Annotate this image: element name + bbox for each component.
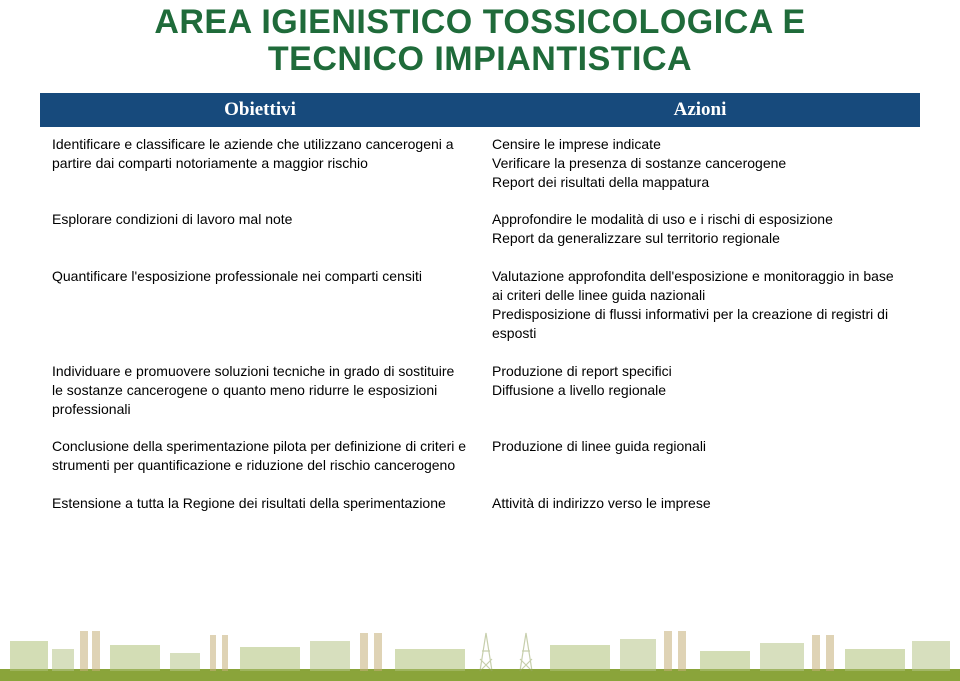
table-row: Individuare e promuovere soluzioni tecni… [40,352,920,428]
objective-cell: Esplorare condizioni di lavoro mal note [40,201,480,258]
objectives-actions-table: Obiettivi Azioni Identificare e classifi… [40,93,920,524]
objective-cell: Individuare e promuovere soluzioni tecni… [40,352,480,428]
objective-cell: Estensione a tutta la Regione dei risult… [40,485,480,523]
slide-page: AREA IGIENISTICO TOSSICOLOGICA E TECNICO… [0,0,960,681]
title-line-2: TECNICO IMPIANTISTICA [268,40,692,78]
table-row: Identificare e classificare le aziende c… [40,127,920,201]
objective-cell: Quantificare l'esposizione professionale… [40,258,480,353]
table-header-row: Obiettivi Azioni [40,93,920,127]
objective-cell: Identificare e classificare le aziende c… [40,127,480,201]
action-cell: Censire le imprese indicateVerificare la… [480,127,920,201]
action-cell: Approfondire le modalità di uso e i risc… [480,201,920,258]
header-actions: Azioni [480,93,920,127]
action-cell: Valutazione approfondita dell'esposizion… [480,258,920,353]
title-line-1: AREA IGIENISTICO TOSSICOLOGICA E [154,3,805,41]
action-cell: Attività di indirizzo verso le imprese [480,485,920,523]
slide-title: AREA IGIENISTICO TOSSICOLOGICA E TECNICO… [40,0,920,93]
table-row: Estensione a tutta la Regione dei risult… [40,485,920,523]
header-objectives: Obiettivi [40,93,480,127]
table-row: Quantificare l'esposizione professionale… [40,258,920,353]
table-row: Esplorare condizioni di lavoro mal note … [40,201,920,258]
action-cell: Produzione di linee guida regionali [480,428,920,485]
footer-illustration [0,621,960,681]
objective-cell: Conclusione della sperimentazione pilota… [40,428,480,485]
table-row: Conclusione della sperimentazione pilota… [40,428,920,485]
action-cell: Produzione di report specificiDiffusione… [480,352,920,428]
